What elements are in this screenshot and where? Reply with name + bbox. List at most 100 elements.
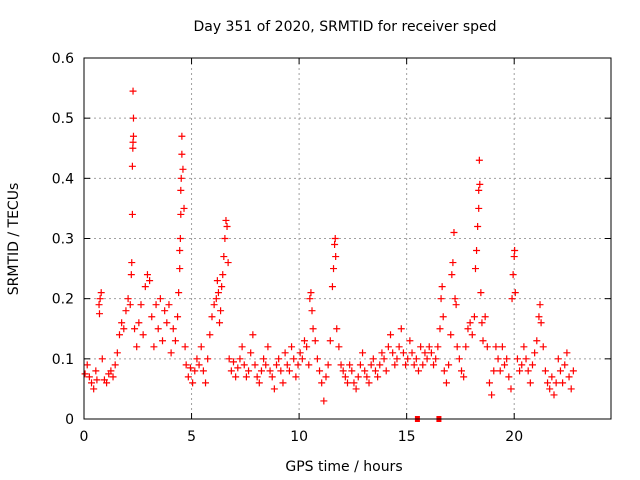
data-point — [546, 385, 554, 393]
data-point — [137, 301, 145, 309]
data-point — [339, 367, 347, 375]
data-point — [277, 367, 285, 375]
data-point — [449, 259, 457, 267]
data-point — [371, 367, 379, 375]
data-point — [352, 385, 360, 393]
axis-ticks — [83, 57, 611, 420]
data-point — [516, 367, 524, 375]
data-point — [425, 343, 433, 351]
data-point — [513, 355, 521, 363]
data-point — [511, 247, 519, 255]
data-point — [111, 361, 119, 369]
data-point — [90, 385, 98, 393]
data-point — [214, 289, 222, 297]
data-point — [508, 295, 516, 303]
data-point — [320, 397, 328, 405]
data-point — [224, 259, 232, 267]
data-point — [85, 373, 93, 381]
data-point — [356, 361, 364, 369]
tick-labels: 0 0.1 0.2 0.3 0.4 0.5 0.6 0 5 10 15 20 — [52, 51, 523, 445]
data-point — [257, 367, 265, 375]
data-point — [462, 343, 470, 351]
data-point — [184, 373, 192, 381]
data-point — [281, 349, 289, 357]
data-point — [180, 204, 188, 212]
data-point — [131, 325, 139, 333]
data-point — [197, 343, 205, 351]
data-point — [167, 349, 175, 357]
data-point — [492, 343, 500, 351]
y-tick-label: 0.3 — [52, 232, 74, 248]
data-point — [216, 319, 224, 327]
data-point — [440, 367, 448, 375]
y-tick-label: 0.5 — [52, 111, 74, 127]
data-point — [311, 337, 319, 345]
data-point — [139, 331, 147, 339]
data-point — [522, 355, 530, 363]
data-point — [103, 379, 111, 387]
data-point — [255, 379, 263, 387]
data-point — [122, 307, 130, 315]
data-point — [186, 364, 194, 372]
data-point — [232, 373, 240, 381]
data-point — [141, 283, 149, 291]
data-point — [163, 319, 171, 327]
data-point — [361, 367, 369, 375]
data-point — [115, 331, 123, 339]
data-point — [222, 216, 230, 224]
data-point — [395, 343, 403, 351]
data-point — [475, 204, 483, 212]
data-point — [550, 391, 558, 399]
data-point — [544, 379, 552, 387]
data-point — [135, 319, 143, 327]
data-point — [399, 349, 407, 357]
data-point — [253, 373, 261, 381]
data-point — [236, 355, 244, 363]
data-point — [520, 343, 528, 351]
data-point — [434, 343, 442, 351]
y-tick-label: 0.2 — [52, 292, 74, 308]
data-point — [452, 301, 460, 309]
data-point — [129, 114, 137, 122]
data-point — [178, 132, 186, 140]
data-point — [541, 367, 549, 375]
data-point — [439, 313, 447, 321]
data-point — [109, 373, 117, 381]
data-point — [567, 385, 575, 393]
data-point — [436, 325, 444, 333]
data-point — [288, 343, 296, 351]
data-point — [333, 325, 341, 333]
data-point — [95, 310, 103, 318]
x-tick-label: 0 — [80, 429, 89, 445]
data-point — [242, 373, 250, 381]
data-point — [331, 235, 339, 242]
data-point — [384, 343, 392, 351]
data-point — [93, 376, 101, 384]
data-point — [341, 373, 349, 381]
y-tick-label: 0.6 — [52, 51, 74, 67]
data-point — [177, 174, 185, 182]
data-point — [479, 337, 487, 345]
data-point — [199, 367, 207, 375]
data-point — [402, 361, 410, 369]
data-point — [451, 295, 459, 303]
data-point — [247, 349, 255, 357]
data-point — [350, 379, 358, 387]
data-point — [129, 144, 137, 152]
data-point — [496, 367, 504, 375]
data-point — [150, 343, 158, 351]
data-point — [359, 349, 367, 357]
data-point — [554, 355, 562, 363]
data-point — [569, 367, 577, 375]
data-point — [427, 349, 435, 357]
data-point — [179, 165, 187, 173]
data-point — [182, 361, 190, 369]
data-point — [481, 313, 489, 321]
data-point — [193, 355, 201, 363]
data-point — [337, 361, 345, 369]
data-point — [442, 379, 450, 387]
data-point — [533, 337, 541, 345]
data-point — [559, 379, 567, 387]
data-point — [332, 253, 340, 261]
